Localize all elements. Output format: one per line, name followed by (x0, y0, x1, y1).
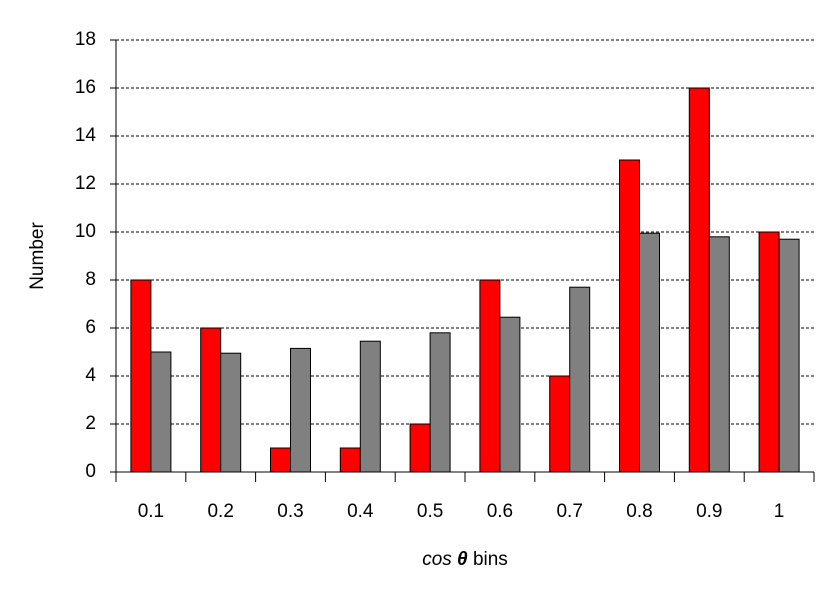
bar (619, 159, 640, 473)
x-tick-label: 0.3 (277, 501, 303, 522)
y-tick-label: 14 (75, 125, 97, 146)
y-tick-label: 18 (75, 29, 96, 50)
y-tick-label: 6 (85, 317, 96, 338)
y-tick-label: 2 (85, 413, 96, 434)
y-tick-label: 12 (75, 173, 96, 194)
x-label-part: bins (473, 549, 508, 570)
y-tick-label: 4 (85, 365, 96, 386)
bar (499, 316, 521, 473)
bar (339, 447, 361, 473)
x-tick-label: 0.7 (556, 501, 582, 522)
bar (359, 340, 381, 473)
bar (758, 231, 780, 473)
bar (688, 87, 710, 473)
bar (708, 236, 730, 473)
x-tick-label: 0.6 (487, 501, 513, 522)
bar (409, 423, 431, 473)
y-tick-label: 10 (75, 221, 96, 242)
x-tick-label: 0.8 (626, 501, 652, 522)
x-tick-label: 0.1 (138, 501, 164, 522)
bar (150, 351, 172, 473)
bar (290, 347, 311, 473)
bar (549, 375, 571, 473)
x-tick-label: 0.4 (347, 501, 374, 522)
x-label-part: cos (422, 549, 452, 570)
x-label-part: θ (457, 549, 468, 570)
bar (200, 327, 222, 473)
x-tick-label: 1 (774, 501, 785, 522)
x-axis-label: cos θ bins (422, 549, 508, 570)
x-tick-label: 0.5 (417, 501, 443, 522)
bar (639, 232, 660, 473)
bar (569, 286, 591, 473)
x-tick-label: 0.2 (207, 501, 233, 522)
y-tick-label: 0 (85, 461, 96, 482)
y-tick-label: 16 (75, 77, 96, 98)
bar (429, 332, 451, 473)
x-tick-label: 0.9 (696, 501, 722, 522)
y-axis-label: Number (27, 222, 48, 290)
bar (479, 279, 501, 473)
bar (220, 352, 242, 473)
bar (130, 279, 152, 473)
bar (270, 447, 291, 473)
y-tick-label: 8 (85, 269, 96, 290)
bar (778, 238, 800, 473)
